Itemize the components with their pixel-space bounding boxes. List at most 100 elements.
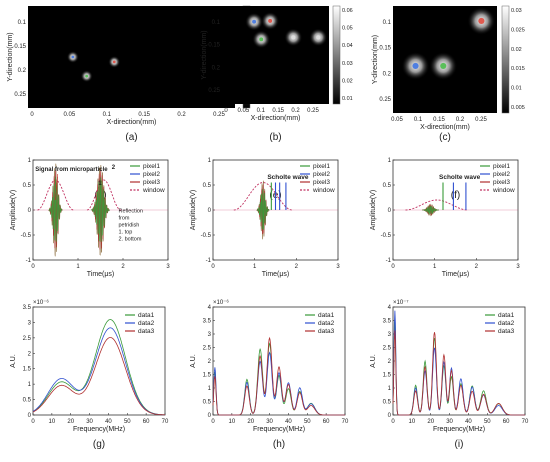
panel-label: (g) [93, 439, 105, 450]
x-tick-label: 50 [124, 419, 131, 425]
colorbar-tick-label: 0.03 [342, 61, 353, 67]
colorbar-tick-label: 0.01 [342, 96, 353, 102]
x-tick-label: 3 [516, 264, 520, 270]
spectrum-trace [392, 310, 525, 416]
colorbar-tick-label: 0.06 [342, 8, 353, 14]
x-tick-label: 10 [229, 419, 236, 425]
y-tick-label: 0.25 [14, 92, 26, 98]
signal-trace [422, 205, 440, 215]
window-curve [86, 179, 121, 211]
x-tick-label: 30 [266, 419, 273, 425]
y-tick-label: 0.25 [208, 88, 220, 94]
spectrum-trace [32, 319, 165, 416]
legend-entry: data2 [138, 320, 155, 327]
x-axis-label: Frequency(MHz) [433, 426, 485, 433]
x-tick-label: 0.2 [291, 108, 300, 114]
y-axis-label: Y-direction(mm) [7, 32, 14, 81]
y-tick-label: 4 [208, 305, 212, 311]
spot-marker [291, 35, 296, 40]
x-tick-label: 0 [391, 264, 395, 270]
x-tick-label: 0.15 [433, 117, 445, 123]
panel-label: (f) [451, 190, 460, 201]
y-axis-label: Y-direction(mm) [372, 35, 379, 84]
colorbar-tick-label: 0.025 [511, 27, 525, 33]
colorbar [501, 5, 510, 114]
x-tick-label: 20 [67, 419, 74, 425]
x-tick-label: 0.15 [138, 112, 150, 118]
signal-trace [48, 176, 63, 242]
x-tick-label: 1 [433, 264, 437, 270]
legend-entry: data3 [498, 328, 515, 335]
legend-entry: data1 [138, 312, 155, 319]
x-tick-label: 0 [31, 264, 35, 270]
y-tick-label: 0.1 [212, 20, 221, 26]
colorbar-tick-label: 0.02 [342, 78, 353, 84]
spot-marker [412, 62, 419, 69]
heatmap-c: 0.05 0.1 0.15 0.2 0.25X-direction(mm)0.10.15… [372, 5, 525, 143]
x-tick-label: 20 [427, 419, 434, 425]
y-tick-label: 2 [388, 359, 392, 365]
y-tick-label: 1.5 [23, 367, 32, 373]
x-axis-label: Time(μs) [87, 271, 115, 278]
x-tick-label: 0.25 [213, 112, 225, 118]
x-tick-label: 3 [336, 264, 340, 270]
spot-marker [252, 19, 257, 24]
x-tick-label: 40 [465, 419, 472, 425]
y-tick-label: 0.5 [203, 400, 212, 406]
x-tick-label: 0 [30, 112, 34, 118]
spot-marker [85, 74, 89, 78]
x-tick-label: 0 [211, 419, 215, 425]
legend-entry: pixel2 [493, 171, 510, 178]
y-tick-label: 1 [28, 158, 32, 164]
x-tick-label: 0.25 [475, 117, 487, 123]
spot-marker [71, 55, 75, 59]
y-tick-label: 0 [208, 413, 212, 419]
x-tick-label: 50 [304, 419, 311, 425]
spectrum-trace [32, 327, 165, 416]
annotation-text: Scholte wave [439, 174, 481, 181]
x-tick-label: 0.05 [238, 108, 250, 114]
x-tick-label: 0.25 [307, 108, 319, 114]
y-tick-label: 3.5 [23, 305, 32, 311]
legend-entry: data2 [498, 320, 515, 327]
x-axis-label: Time(μs) [442, 271, 470, 278]
plot-area [32, 306, 166, 416]
plot-area [392, 306, 526, 416]
legend-entry: data3 [318, 328, 335, 335]
legend-entry: data3 [138, 328, 155, 335]
y-tick-label: 3 [28, 320, 32, 326]
y-tick-label: 1.5 [383, 373, 392, 379]
x-tick-label: 40 [285, 419, 292, 425]
x-tick-label: 0.1 [414, 117, 423, 123]
y-tick-label: 3.5 [383, 319, 392, 325]
y-tick-label: 0.5 [383, 400, 392, 406]
x-tick-label: 70 [522, 419, 529, 425]
panel-label: (i) [455, 439, 464, 450]
legend-entry: pixel2 [143, 171, 160, 178]
y-tick-label: 4 [388, 305, 392, 311]
colorbar-tick-label: 0.015 [511, 66, 525, 72]
axis-multiplier: ×10⁻⁶ [213, 299, 229, 306]
y-tick-label: 0.1 [18, 20, 27, 26]
colorbar-tick-label: 0.005 [511, 105, 525, 111]
heatmap-b: 0 0.05 0.1 0.15 0.2 0.25X-direction(mm)0.10.1… [201, 5, 353, 143]
x-tick-label: 3 [166, 264, 170, 270]
annotation-text: Signal from microparticle [35, 167, 108, 173]
y-tick-label: 0 [388, 413, 392, 419]
y-tick-label: 2 [28, 351, 32, 357]
legend-entry: pixel3 [313, 179, 330, 186]
x-axis-label: X-direction(mm) [251, 115, 301, 122]
y-axis-label: A.U. [190, 354, 197, 368]
panel-label: (h) [273, 439, 285, 450]
colorbar-tick-label: 0.03 [511, 8, 522, 14]
x-tick-label: 60 [143, 419, 150, 425]
y-tick-label: 2.5 [23, 336, 32, 342]
y-tick-label: 2.5 [203, 346, 212, 352]
y-tick-label: 1 [388, 158, 392, 164]
y-tick-label: 0.2 [212, 65, 221, 71]
y-tick-label: 1.5 [203, 373, 212, 379]
legend-entry: pixel3 [493, 179, 510, 186]
legend-entry: pixel2 [313, 171, 330, 178]
legend-entry: pixel1 [313, 163, 330, 170]
